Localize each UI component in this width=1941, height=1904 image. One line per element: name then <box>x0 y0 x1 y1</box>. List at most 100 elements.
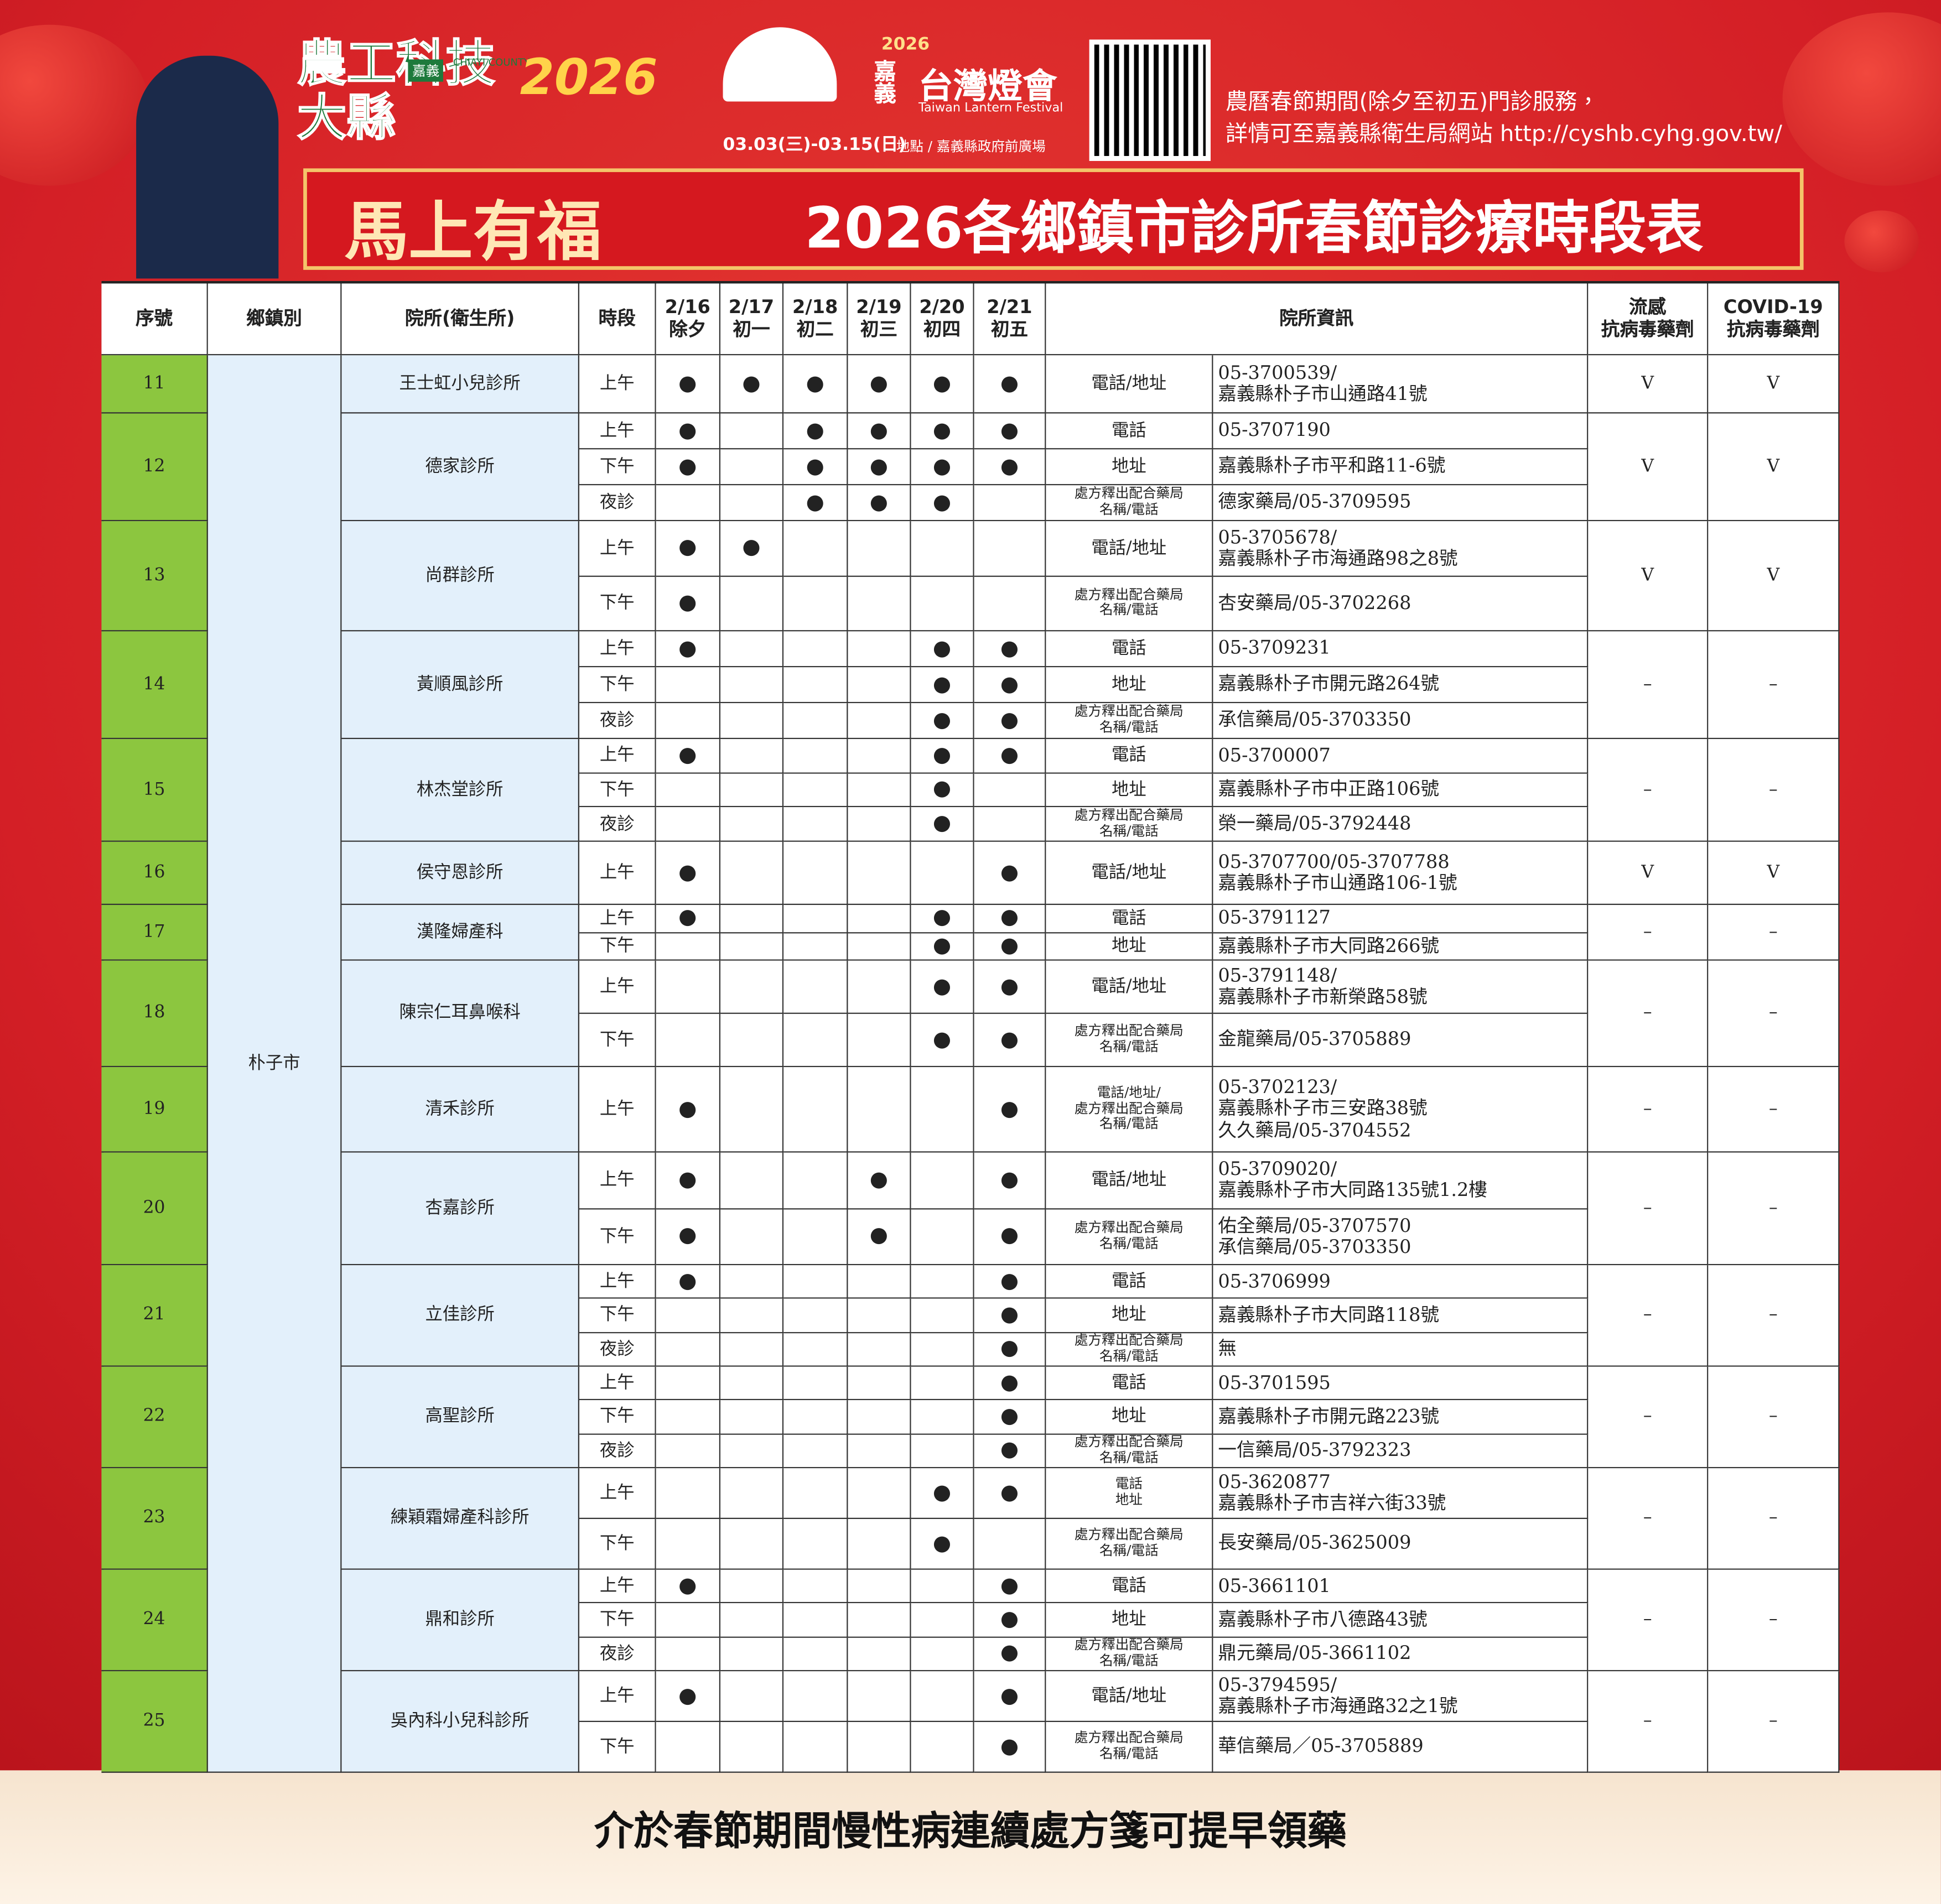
open-dot: ● <box>932 418 952 443</box>
day-cell: ● <box>974 1265 1046 1299</box>
open-dot: ● <box>1000 1573 1019 1598</box>
info-label-cell: 處方釋出配合藥局 名稱/電話 <box>1046 485 1213 522</box>
day-cell: ● <box>911 485 974 522</box>
covid-cell: – <box>1708 1152 1840 1266</box>
open-dot: ● <box>932 1480 952 1505</box>
session-time: 下午 <box>599 1736 635 1757</box>
day-cell <box>656 1722 721 1773</box>
flu-cell: – <box>1588 1152 1709 1266</box>
day-cell <box>783 904 848 933</box>
info-label: 電話 <box>1112 1576 1146 1596</box>
info-text-cell: 05-3700007 <box>1213 739 1589 773</box>
info-label: 名稱/電話 <box>1099 1348 1159 1364</box>
flu-mark: – <box>1643 779 1652 800</box>
info-label-cell: 處方釋出配合藥局 名稱/電話 <box>1046 1722 1213 1773</box>
festival-dates: 03.03(三)-03.15(日) <box>723 134 906 155</box>
info-label: 地址 <box>1112 1610 1146 1630</box>
day-cell <box>720 841 784 905</box>
clinic-cell: 德家診所 <box>341 413 580 522</box>
flu-cell: – <box>1588 1265 1709 1367</box>
info-text: 久久藥局/05-3704552 <box>1218 1119 1411 1141</box>
info-label: 處方釋出配合藥局 <box>1074 1527 1184 1543</box>
open-dot: ● <box>1000 1641 1019 1666</box>
covid-cell: V <box>1708 355 1840 414</box>
day-cell <box>720 485 784 522</box>
header-text: 2/20 <box>919 296 965 319</box>
info-text: 無 <box>1218 1337 1237 1360</box>
info-label: 電話 <box>1115 1476 1143 1492</box>
day-cell: ● <box>974 1333 1046 1367</box>
day-cell <box>911 1671 974 1723</box>
day-cell <box>656 485 721 522</box>
header-text: COVID-19 <box>1723 296 1823 319</box>
session-time: 上午 <box>599 1576 635 1596</box>
info-text-cell: 05-3794595/嘉義縣朴子市海通路32之1號 <box>1213 1671 1589 1723</box>
day-cell <box>911 576 974 632</box>
info-label-cell: 電話 <box>1046 1265 1213 1299</box>
day-cell <box>848 1067 911 1153</box>
open-dot: ● <box>1000 1096 1019 1121</box>
day-cell: ● <box>656 1152 721 1209</box>
session-cell: 下午 <box>579 1013 656 1068</box>
day-cell: ● <box>911 1013 974 1068</box>
day-cell <box>720 1067 784 1153</box>
info-label: 名稱/電話 <box>1099 1235 1159 1252</box>
day-cell <box>848 960 911 1014</box>
day-cell <box>720 1519 784 1570</box>
covid-cell: V <box>1708 841 1840 905</box>
day-cell: ● <box>848 355 911 414</box>
clinic-cell: 立佳診所 <box>341 1265 580 1367</box>
day-cell: ● <box>974 1468 1046 1520</box>
day-cell <box>656 807 721 842</box>
day-cell <box>911 1265 974 1299</box>
no-cell: 17 <box>101 904 208 961</box>
session-cell: 上午 <box>579 841 656 905</box>
day-cell <box>974 1519 1046 1570</box>
festival-year-logo: 2026 <box>520 49 658 107</box>
day-cell <box>911 1152 974 1209</box>
info-text: 05-3701595 <box>1218 1371 1331 1393</box>
day-cell <box>783 631 848 668</box>
day-cell: ● <box>974 631 1046 668</box>
no-cell: 12 <box>101 413 208 522</box>
info-label-cell: 處方釋出配合藥局 名稱/電話 <box>1046 807 1213 842</box>
open-dot: ● <box>1000 1336 1019 1361</box>
covid-mark: – <box>1768 1099 1778 1120</box>
session-time: 下午 <box>599 674 635 695</box>
info-text-cell: 嘉義縣朴子市中正路106號 <box>1213 773 1589 808</box>
info-text-cell: 05-3706999 <box>1213 1265 1589 1299</box>
open-dot: ● <box>1000 974 1019 998</box>
day-cell: ● <box>974 1209 1046 1266</box>
info-label: 電話 <box>1112 638 1146 659</box>
day-cell: ● <box>974 1671 1046 1723</box>
header-cell: 院所資訊 <box>1046 283 1589 356</box>
session-cell: 夜診 <box>579 1434 656 1469</box>
open-dot: ● <box>678 636 697 660</box>
day-cell <box>911 1434 974 1469</box>
day-cell <box>911 1569 974 1604</box>
row-number: 15 <box>143 779 165 800</box>
header-text: 除夕 <box>669 318 707 340</box>
day-cell <box>911 1637 974 1672</box>
covid-mark: – <box>1768 1198 1778 1219</box>
day-cell <box>911 521 974 576</box>
clinic-name: 杏嘉診所 <box>425 1198 495 1219</box>
open-dot: ● <box>932 1531 952 1556</box>
no-cell: 23 <box>101 1468 208 1570</box>
day-cell <box>783 1209 848 1266</box>
flu-mark: V <box>1641 565 1654 586</box>
header-cell: 鄉鎮別 <box>207 283 342 356</box>
day-cell <box>783 1603 848 1638</box>
session-cell: 下午 <box>579 773 656 808</box>
day-cell: ● <box>974 1569 1046 1604</box>
day-cell: ● <box>974 667 1046 704</box>
session-time: 夜診 <box>599 1643 635 1664</box>
clinic-name: 侯守恩診所 <box>416 862 504 883</box>
open-dot: ● <box>1000 1734 1019 1759</box>
session-time: 夜診 <box>599 1339 635 1359</box>
festival-en: Taiwan Lantern Festival <box>918 101 1063 116</box>
day-cell: ● <box>656 904 721 933</box>
open-dot: ● <box>932 672 952 696</box>
info-label: 地址 <box>1115 1491 1143 1508</box>
flu-cell: V <box>1588 841 1709 905</box>
